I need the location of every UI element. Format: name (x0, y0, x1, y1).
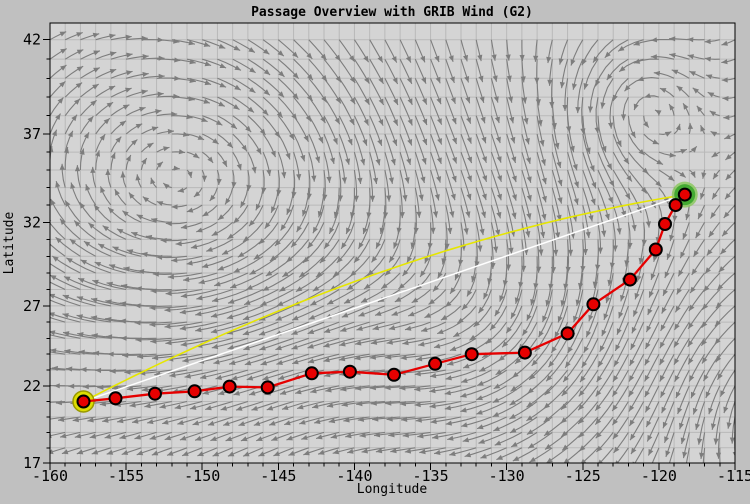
wind-arrow (27, 235, 50, 256)
wind-arrow (24, 254, 50, 273)
wind-arrow (23, 367, 50, 370)
waypoint-marker (679, 189, 691, 201)
waypoint-marker (429, 358, 441, 370)
wind-arrow-head (40, 180, 45, 186)
waypoint-marker (562, 327, 574, 339)
y-tick-label: 32 (23, 213, 41, 231)
wind-arrow-head (36, 348, 42, 353)
waypoint-marker (659, 218, 671, 230)
x-tick-label: -150 (184, 467, 220, 485)
wind-arrow-head (21, 329, 28, 334)
waypoint-marker (306, 367, 318, 379)
wind-arrow-head (701, 480, 706, 486)
wind-arrow-head (44, 163, 49, 169)
wind-arrow-head (38, 366, 44, 371)
wind-arrow-head (41, 400, 47, 405)
waypoint-marker (78, 396, 90, 408)
wind-arrow-head (701, 467, 706, 473)
wind-arrow-head (27, 235, 33, 241)
wind-arrow-head (684, 479, 689, 485)
x-axis-label: Longitude (357, 482, 428, 497)
wind-arrow-head (23, 365, 29, 370)
wind-arrow (615, 463, 628, 480)
wind-arrow (47, 163, 50, 188)
wind-arrow (31, 432, 50, 437)
y-axis-label: Latitude (2, 212, 17, 275)
wind-arrow-head (35, 330, 42, 335)
y-tick-label: 22 (23, 377, 41, 395)
wind-arrow-head (245, 467, 252, 472)
x-tick-label: -125 (565, 467, 601, 485)
waypoint-marker (670, 199, 682, 211)
y-tick-label: 17 (23, 454, 41, 472)
wind-arrow-head (392, 464, 398, 469)
y-tick-label: 42 (23, 31, 41, 49)
chart-title: Passage Overview with GRIB Wind (G2) (251, 5, 533, 20)
waypoint-marker (189, 385, 201, 397)
wind-arrow-head (633, 475, 639, 481)
wind-arrow-head (94, 465, 101, 470)
wind-arrow-head (22, 348, 28, 353)
wind-arrow (21, 330, 50, 338)
wind-arrow-head (36, 198, 41, 205)
wind-arrow-head (683, 466, 688, 472)
wind-arrow-head (378, 464, 384, 469)
wind-arrow-head (79, 465, 86, 470)
x-tick-label: -120 (641, 467, 677, 485)
x-tick-label: -115 (717, 467, 750, 485)
wind-arrow (305, 463, 324, 470)
wind-arrow (378, 463, 400, 468)
wind-arrow (79, 463, 96, 470)
wind-arrow-head (230, 467, 237, 472)
y-tick-label: 27 (23, 297, 41, 315)
wind-arrow (22, 273, 50, 289)
wind-arrow-head (38, 255, 44, 261)
y-tick-label: 37 (23, 125, 41, 143)
wind-arrow-head (24, 254, 30, 260)
waypoint-marker (149, 388, 161, 400)
waypoint-marker (110, 392, 122, 404)
wind-arrow (41, 180, 50, 205)
x-tick-label: -155 (108, 467, 144, 485)
wind-arrow-head (531, 471, 538, 476)
waypoint-marker (650, 244, 662, 256)
waypoint-marker (224, 381, 236, 393)
wind-arrow-head (31, 433, 37, 438)
waypoint-marker (388, 369, 400, 381)
wind-arrow-head (169, 466, 176, 471)
waypoint-marker (466, 348, 478, 360)
x-tick-label: -130 (489, 467, 525, 485)
waypoint-marker (262, 381, 274, 393)
wind-arrow-head (548, 472, 554, 478)
wind-arrow-head (29, 417, 35, 422)
wind-arrow (22, 349, 50, 355)
waypoint-marker (344, 366, 356, 378)
wind-arrow-head (154, 466, 161, 471)
wind-arrow-head (452, 466, 458, 471)
wind-arrow-head (27, 400, 33, 405)
waypoint-marker (519, 347, 531, 359)
waypoint-marker (624, 274, 636, 286)
wind-arrow-head (615, 474, 621, 480)
x-tick-label: -145 (260, 467, 296, 485)
wind-arrow (686, 463, 690, 485)
wind-arrow (531, 463, 552, 476)
wind-arrow-head (22, 273, 29, 278)
wind-arrow-head (320, 465, 327, 470)
waypoint-marker (587, 298, 599, 310)
wind-arrow-head (467, 467, 474, 472)
wind-arrow (452, 463, 477, 470)
wind-arrow (32, 448, 50, 454)
wind-arrow-head (36, 274, 43, 279)
